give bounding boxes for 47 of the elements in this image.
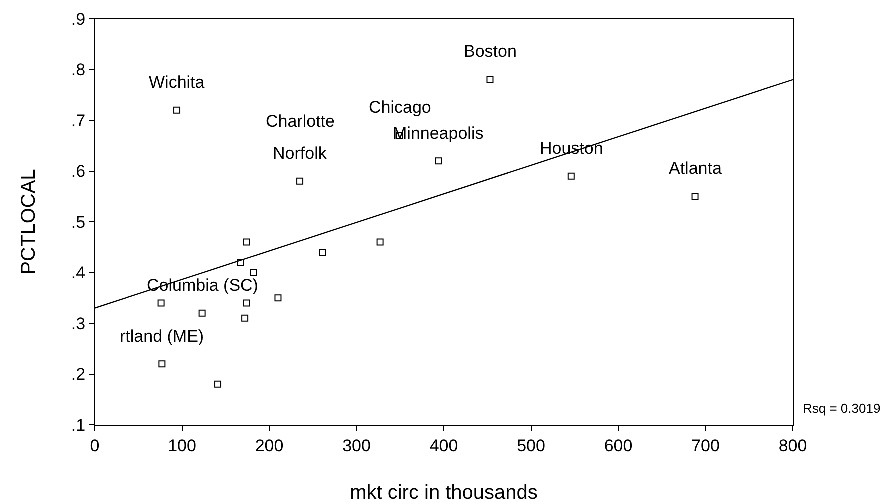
point: [568, 172, 575, 180]
point: [243, 300, 250, 307]
x-axis-title: mkt circ in thousands: [350, 482, 538, 504]
annotation: rtland (ME): [120, 327, 204, 346]
x-tick-label: 600: [604, 436, 633, 456]
annotation: Minneapolis: [393, 124, 484, 143]
point: [174, 106, 181, 114]
text: Rsq = 0.3019: [803, 401, 881, 416]
point: [319, 248, 326, 256]
x-tick-label: 700: [692, 436, 720, 456]
x-tick-label: 300: [342, 436, 371, 456]
x-tick-label: 500: [517, 436, 546, 456]
point: [376, 238, 384, 246]
x-tick-label: 800: [778, 436, 808, 456]
x-tick-label: 0: [90, 436, 100, 456]
y-tick-label: .5: [71, 212, 86, 232]
y-tick-label: .8: [71, 60, 86, 80]
annotation: Wichita: [149, 73, 206, 92]
point: [243, 238, 250, 246]
annotation: Boston: [464, 42, 517, 61]
point: [158, 360, 166, 368]
point: [296, 178, 304, 185]
x-tick-label: 400: [430, 436, 458, 456]
point: [250, 269, 258, 276]
y-tick-label: .2: [71, 365, 86, 384]
x-tick-label: 200: [255, 436, 284, 456]
point: [198, 310, 206, 317]
y-tick-label: .6: [71, 162, 86, 182]
point: [158, 300, 165, 307]
annotation: Chicago: [369, 98, 432, 117]
annotation: Atlanta: [669, 159, 722, 178]
point: [242, 314, 249, 322]
point: [692, 193, 699, 200]
point: [486, 76, 494, 84]
annotation: Norfolk: [273, 144, 328, 163]
y-tick-label: .3: [71, 314, 86, 334]
point: [214, 380, 222, 388]
annotation: Charlotte: [266, 112, 335, 131]
y-tick-label: .9: [71, 10, 86, 29]
y-tick-label: .4: [71, 264, 86, 283]
y-tick-label: .7: [71, 111, 86, 130]
y-tick-label: .1: [71, 416, 86, 435]
point: [237, 259, 244, 266]
point: [274, 294, 282, 302]
point: [435, 158, 442, 165]
x-tick-label: 100: [168, 436, 196, 456]
y-axis-title: PCTLOCAL: [18, 169, 40, 275]
